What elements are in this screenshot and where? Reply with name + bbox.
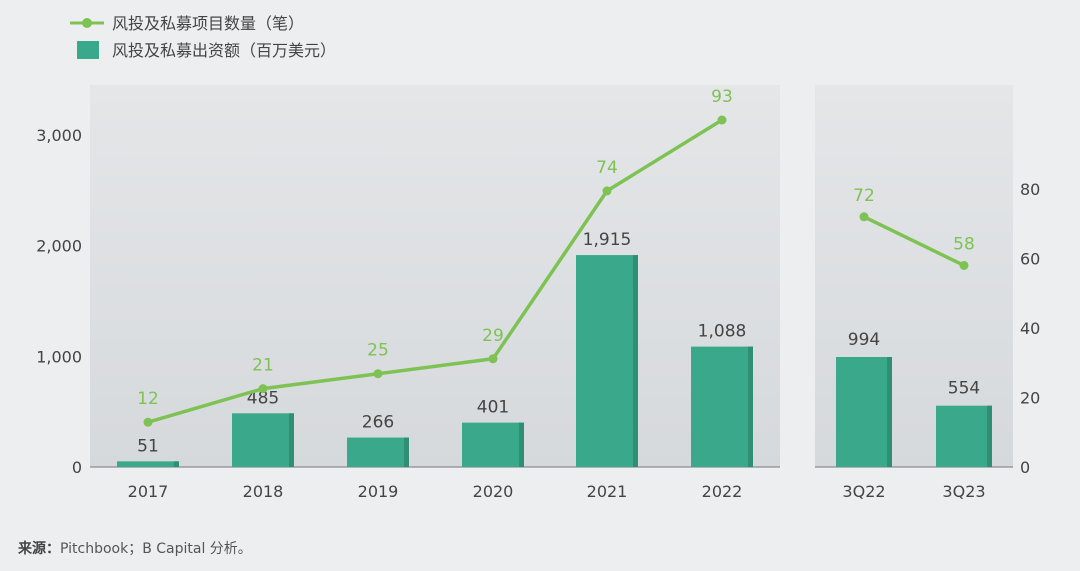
bar-value-label: 994 (848, 330, 880, 350)
count-line (863, 215, 965, 268)
bar-edge (289, 413, 294, 467)
panel-annual (90, 85, 780, 467)
x-tick-label: 2017 (128, 482, 169, 501)
x-tick-label: 2018 (243, 482, 284, 501)
count-marker (488, 354, 498, 364)
bar (576, 255, 638, 467)
y-tick-label: 1,000 (36, 347, 82, 366)
bar-value-label: 51 (137, 436, 159, 456)
bar (462, 422, 524, 467)
x-tick-label: 2019 (358, 482, 399, 501)
y2-tick-label: 40 (1020, 319, 1040, 338)
count-label: 29 (482, 326, 504, 346)
count-marker (143, 417, 153, 427)
bar (691, 346, 753, 467)
source-note: 来源：Pitchbook；B Capital 分析。 (18, 538, 252, 558)
bar-edge (987, 405, 992, 467)
count-label: 58 (953, 234, 975, 254)
bar-edge (633, 255, 638, 467)
bar-edge (174, 461, 179, 467)
bar (117, 461, 179, 467)
bar-value-label: 1,088 (698, 322, 747, 342)
count-marker (258, 384, 268, 394)
bar-value-label: 401 (477, 398, 509, 418)
count-label: 25 (367, 341, 389, 361)
bar (232, 413, 294, 467)
x-tick-label: 3Q22 (842, 482, 885, 501)
x-tick-label: 2021 (587, 482, 628, 501)
bar (347, 437, 409, 467)
count-label: 72 (853, 186, 875, 206)
source-text: Pitchbook；B Capital 分析。 (60, 541, 252, 557)
bar-value-label: 266 (362, 413, 394, 433)
bar-edge (404, 437, 409, 467)
count-marker (859, 212, 869, 222)
count-label: 93 (711, 87, 733, 107)
count-marker (717, 115, 727, 125)
count-label: 21 (252, 356, 274, 376)
y2-tick-label: 80 (1020, 180, 1040, 199)
y-tick-label: 0 (72, 458, 82, 477)
y2-tick-label: 20 (1020, 389, 1040, 408)
count-marker (959, 260, 969, 270)
bar-value-label: 554 (948, 379, 980, 399)
y-tick-label: 3,000 (36, 126, 82, 145)
y2-tick-label: 0 (1020, 458, 1030, 477)
legend-line-marker (82, 18, 92, 28)
bar-value-label: 485 (247, 388, 279, 408)
y-tick-label: 2,000 (36, 237, 82, 256)
x-tick-label: 3Q23 (942, 482, 985, 501)
legend-line-label: 风投及私募项目数量（笔） (112, 14, 304, 33)
count-label: 12 (137, 389, 159, 409)
bar-edge (748, 346, 753, 467)
count-marker (373, 369, 383, 379)
x-tick-label: 2022 (702, 482, 743, 501)
bar (936, 405, 992, 467)
bar (836, 356, 892, 467)
source-label: 来源： (18, 541, 60, 557)
count-label: 74 (596, 158, 618, 178)
legend-bar-label: 风投及私募出资额（百万美元） (112, 41, 336, 60)
count-line (147, 118, 723, 424)
y2-tick-label: 60 (1020, 250, 1040, 269)
bar-value-label: 1,915 (583, 230, 632, 250)
bar-edge (519, 422, 524, 467)
bar-edge (887, 356, 892, 467)
x-tick-label: 2020 (473, 482, 514, 501)
count-marker (602, 186, 612, 196)
legend-bar-swatch (77, 41, 99, 59)
